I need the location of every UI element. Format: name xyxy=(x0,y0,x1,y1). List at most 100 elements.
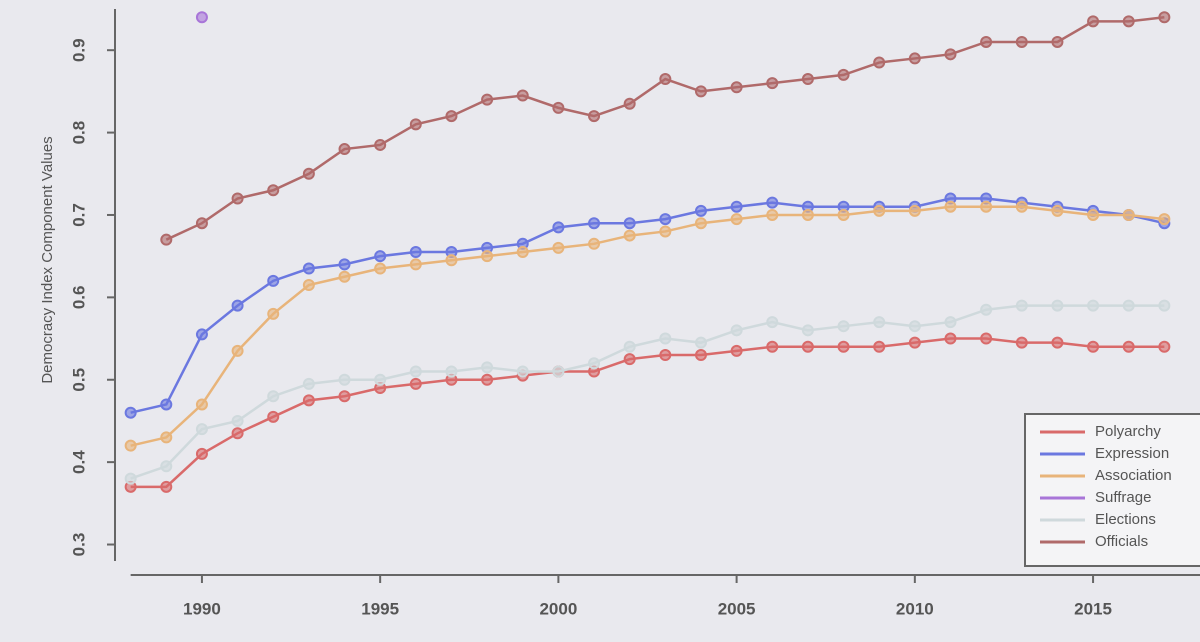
y-tick-label: 0.9 xyxy=(69,38,88,62)
data-point xyxy=(801,324,814,337)
data-point xyxy=(1087,340,1100,353)
legend-label: Expression xyxy=(1095,445,1169,462)
data-point xyxy=(552,365,565,378)
data-point xyxy=(231,299,244,312)
data-point xyxy=(231,344,244,357)
data-point xyxy=(267,410,280,423)
data-point xyxy=(1158,299,1171,312)
data-point xyxy=(516,89,529,102)
data-point xyxy=(694,336,707,349)
data-point xyxy=(908,204,921,217)
data-point xyxy=(552,221,565,234)
data-point xyxy=(481,373,494,386)
y-tick-label: 0.7 xyxy=(69,203,88,227)
data-point xyxy=(659,213,672,226)
data-point xyxy=(409,118,422,131)
data-point xyxy=(801,208,814,221)
data-point xyxy=(160,460,173,473)
data-point xyxy=(766,196,779,209)
data-point xyxy=(1122,299,1135,312)
data-point xyxy=(1158,213,1171,226)
data-point xyxy=(1122,15,1135,28)
y-tick-label: 0.6 xyxy=(69,286,88,310)
data-point xyxy=(623,340,636,353)
data-point xyxy=(267,184,280,197)
data-point xyxy=(374,250,387,263)
x-tick-label: 2010 xyxy=(896,599,934,618)
y-tick-label: 0.8 xyxy=(69,121,88,145)
data-point xyxy=(302,394,315,407)
data-point xyxy=(195,11,208,24)
data-point xyxy=(481,361,494,374)
data-point xyxy=(659,225,672,238)
data-point xyxy=(588,237,601,250)
data-point xyxy=(1122,340,1135,353)
data-point xyxy=(445,110,458,123)
data-point xyxy=(944,48,957,61)
legend-label: Polyarchy xyxy=(1095,423,1161,440)
data-point xyxy=(1051,204,1064,217)
data-point xyxy=(195,398,208,411)
x-tick-label: 2015 xyxy=(1074,599,1112,618)
data-point xyxy=(374,138,387,151)
data-point xyxy=(944,316,957,329)
data-point xyxy=(409,246,422,259)
data-point xyxy=(1015,299,1028,312)
data-point xyxy=(730,81,743,94)
data-point xyxy=(694,349,707,362)
data-point xyxy=(409,377,422,390)
data-point xyxy=(694,85,707,98)
data-point xyxy=(160,398,173,411)
data-point xyxy=(481,93,494,106)
data-point xyxy=(837,208,850,221)
data-point xyxy=(623,229,636,242)
data-point xyxy=(1158,340,1171,353)
data-point xyxy=(552,241,565,254)
data-point xyxy=(730,344,743,357)
data-point xyxy=(980,332,993,345)
data-point xyxy=(338,373,351,386)
data-point xyxy=(873,340,886,353)
data-point xyxy=(873,56,886,69)
data-point xyxy=(267,307,280,320)
data-point xyxy=(908,52,921,65)
data-point xyxy=(160,431,173,444)
data-point xyxy=(409,365,422,378)
y-tick-label: 0.5 xyxy=(69,368,88,392)
data-point xyxy=(801,340,814,353)
data-point xyxy=(302,167,315,180)
data-point xyxy=(124,439,137,452)
legend-label: Association xyxy=(1095,467,1172,484)
x-tick-label: 1990 xyxy=(183,599,221,618)
data-point xyxy=(766,77,779,90)
data-point xyxy=(338,143,351,156)
data-point xyxy=(374,373,387,386)
y-axis-label: Democracy Index Component Values xyxy=(39,136,56,383)
data-point xyxy=(516,246,529,259)
data-point xyxy=(980,303,993,316)
data-point xyxy=(445,254,458,267)
data-point xyxy=(302,377,315,390)
data-point xyxy=(1015,200,1028,213)
plot xyxy=(124,11,1171,493)
data-point xyxy=(694,204,707,217)
data-point xyxy=(231,414,244,427)
data-point xyxy=(873,204,886,217)
data-point xyxy=(160,480,173,493)
data-point xyxy=(766,316,779,329)
data-point xyxy=(659,73,672,86)
data-point xyxy=(338,258,351,271)
data-point xyxy=(1087,15,1100,28)
data-point xyxy=(1051,336,1064,349)
data-point xyxy=(338,390,351,403)
data-point xyxy=(944,200,957,213)
data-point xyxy=(302,262,315,275)
data-point xyxy=(481,250,494,263)
x-tick-label: 2005 xyxy=(718,599,756,618)
data-point xyxy=(837,320,850,333)
data-point xyxy=(267,390,280,403)
data-point xyxy=(160,233,173,246)
data-point xyxy=(623,217,636,230)
